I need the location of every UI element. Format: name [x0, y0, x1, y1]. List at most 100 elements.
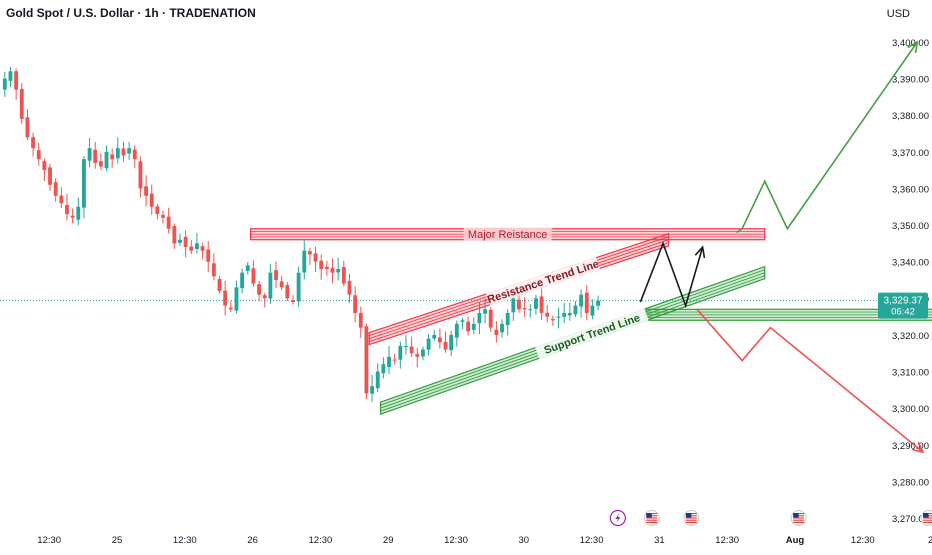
- countdown-text: 06:42: [891, 307, 915, 318]
- y-tick-label: 3,350.00: [892, 221, 929, 232]
- x-tick-label: 12:30: [309, 535, 333, 546]
- us-flag-icon: [643, 510, 660, 526]
- candle: [228, 307, 233, 310]
- candle: [189, 246, 194, 251]
- x-tick-label: 12:30: [580, 535, 604, 546]
- candle: [539, 296, 544, 313]
- candle: [279, 281, 284, 288]
- major-resistance-text: Major Reistance: [468, 229, 547, 241]
- candle: [336, 269, 341, 273]
- candle: [93, 149, 98, 163]
- candle: [370, 386, 374, 394]
- x-tick-label: 2: [928, 535, 932, 546]
- candle: [347, 280, 352, 295]
- lightning-glyph: [615, 513, 621, 523]
- candle: [556, 316, 561, 318]
- candle: [517, 299, 521, 310]
- x-tick-label: 12:30: [37, 535, 61, 546]
- y-tick-label: 3,390.00: [892, 75, 929, 86]
- candle: [257, 284, 261, 295]
- bullish-arrow-head: [907, 40, 919, 53]
- candle: [245, 265, 250, 271]
- candle: [579, 294, 584, 307]
- candle: [25, 117, 30, 138]
- flag-canton: [646, 513, 652, 518]
- x-tick-label: 12:30: [851, 535, 875, 546]
- candle: [87, 148, 92, 161]
- candle: [590, 305, 595, 316]
- candle: [98, 161, 103, 167]
- candle: [398, 345, 403, 360]
- candle: [426, 338, 431, 350]
- candle: [449, 334, 454, 351]
- y-tick-label: 3,340.00: [892, 258, 929, 269]
- candle: [240, 272, 245, 289]
- candle: [364, 326, 369, 394]
- candle: [121, 148, 126, 156]
- candle: [358, 312, 363, 328]
- candle: [375, 371, 380, 389]
- candle: [432, 334, 437, 339]
- candle: [262, 295, 267, 299]
- candle: [285, 285, 290, 299]
- candle: [573, 305, 578, 315]
- candle: [477, 312, 482, 324]
- candle: [195, 243, 199, 249]
- candle: [251, 268, 256, 284]
- x-tick-label: 29: [383, 535, 394, 546]
- candle: [392, 359, 397, 361]
- symbol-title: Gold Spot / U.S. Dollar · 1h · TRADENATI…: [6, 6, 256, 20]
- candle: [454, 323, 459, 338]
- candle: [409, 346, 414, 354]
- candle: [330, 267, 335, 273]
- candle: [296, 272, 301, 302]
- candle: [437, 337, 442, 343]
- candle: [42, 161, 47, 171]
- candle: [183, 236, 188, 248]
- y-tick-label: 3,280.00: [892, 477, 929, 488]
- y-tick-label: 3,290.00: [892, 441, 929, 452]
- candle: [505, 312, 510, 325]
- candle: [545, 312, 550, 317]
- label-bg: [463, 227, 552, 241]
- candle: [132, 149, 137, 160]
- candle: [223, 290, 228, 306]
- candle: [562, 312, 567, 317]
- candle: [313, 253, 318, 262]
- candlesticks: [2, 66, 600, 402]
- candle: [466, 321, 471, 332]
- us-flag-icon: [920, 510, 932, 526]
- candle: [353, 295, 358, 313]
- candle: [19, 89, 24, 119]
- candle: [14, 71, 19, 90]
- price-axis-currency: USD: [886, 8, 910, 20]
- bullish-projection: [736, 41, 918, 234]
- flag-canton: [793, 513, 799, 518]
- candle: [48, 167, 52, 185]
- candle: [110, 154, 115, 160]
- candle: [149, 193, 154, 207]
- candle: [584, 292, 589, 313]
- candle: [324, 266, 329, 270]
- x-tick-label: 26: [247, 535, 258, 546]
- candle: [387, 356, 391, 368]
- candle: [166, 216, 171, 229]
- candle: [200, 246, 205, 251]
- candle: [36, 150, 41, 160]
- candle: [8, 71, 13, 81]
- y-tick-label: 3,400.00: [892, 38, 929, 49]
- candle: [534, 298, 538, 309]
- candle: [596, 300, 600, 306]
- candle: [511, 298, 516, 313]
- x-tick-label: 31: [654, 535, 665, 546]
- candle: [217, 279, 222, 291]
- black-arrow-head: [694, 245, 706, 259]
- y-tick-label: 3,370.00: [892, 148, 929, 159]
- event-markers: [609, 509, 932, 527]
- time-axis: 12:30 25 12:30 26 12:30 29 12:30 30 12:30 31 12:30…: [37, 535, 932, 546]
- price-label-bg: [878, 292, 928, 319]
- y-tick-label: 3,300.00: [892, 404, 929, 415]
